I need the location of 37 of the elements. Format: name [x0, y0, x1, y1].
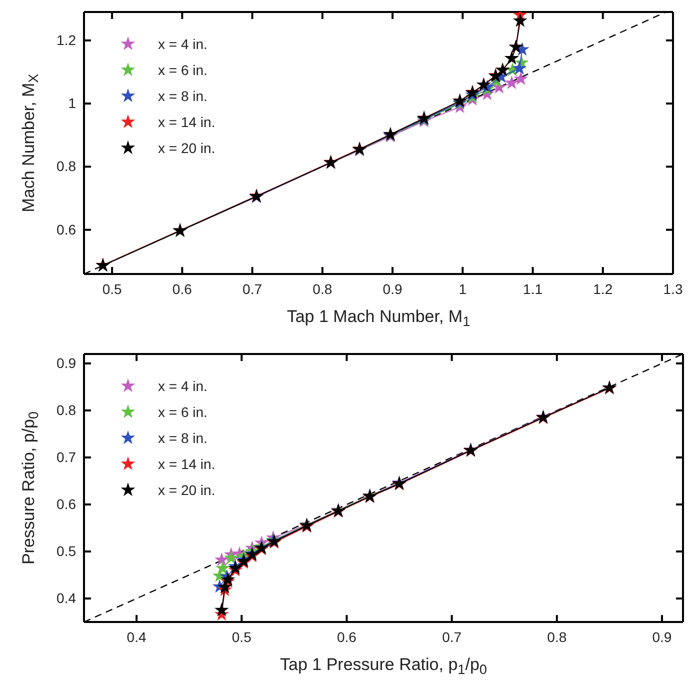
x-tick-label: 0.5	[102, 280, 122, 297]
x-tick-label: 0.5	[232, 628, 252, 645]
legend-label: x = 6 in.	[158, 404, 208, 420]
legend-label: x = 14 in.	[158, 114, 216, 130]
y-tick-label: 0.4	[56, 590, 76, 606]
legend-label: x = 14 in.	[158, 456, 216, 472]
x-tick-label: 1.1	[523, 280, 543, 297]
y-tick-label: 0.8	[56, 402, 76, 418]
y-tick-label: 0.9	[56, 354, 76, 371]
y-tick-label: 1	[68, 95, 76, 112]
legend-label: x = 4 in.	[158, 378, 208, 394]
x-tick-label: 0.9	[382, 280, 402, 297]
x-axis-title: Tap 1 Pressure Ratio, p$_{1}$/p$_{0}$	[280, 655, 488, 678]
x-tick-label: 0.6	[336, 628, 357, 645]
legend-label: x = 8 in.	[158, 430, 208, 446]
x-tick-label: 0.4	[126, 628, 146, 645]
legend-label: x = 20 in.	[158, 482, 216, 498]
legend-label: x = 8 in.	[158, 88, 208, 104]
y-tick-label: 0.5	[56, 542, 76, 559]
x-tick-label: 1.3	[663, 280, 683, 297]
x-tick-label: 1.2	[593, 280, 613, 297]
y-tick-label: 1.2	[56, 32, 76, 48]
legend-label: x = 20 in.	[158, 140, 216, 156]
legend-label: x = 6 in.	[158, 62, 208, 78]
y-tick-label: 0.7	[56, 448, 76, 465]
y-tick-label: 0.8	[56, 158, 76, 174]
x-tick-label: 0.6	[172, 280, 192, 297]
x-tick-label: 1	[458, 280, 467, 297]
y-tick-label: 0.6	[56, 221, 76, 238]
x-tick-label: 0.8	[547, 628, 567, 645]
legend-label: x = 4 in.	[158, 36, 208, 52]
x-tick-label: 0.7	[242, 280, 262, 297]
x-tick-label: 0.7	[442, 628, 462, 645]
y-tick-label: 0.6	[56, 496, 76, 512]
x-axis-title: Tap 1 Mach Number, M$_{1}$	[286, 307, 470, 330]
x-tick-label: 0.8	[312, 280, 332, 297]
x-tick-label: 0.9	[652, 628, 672, 645]
